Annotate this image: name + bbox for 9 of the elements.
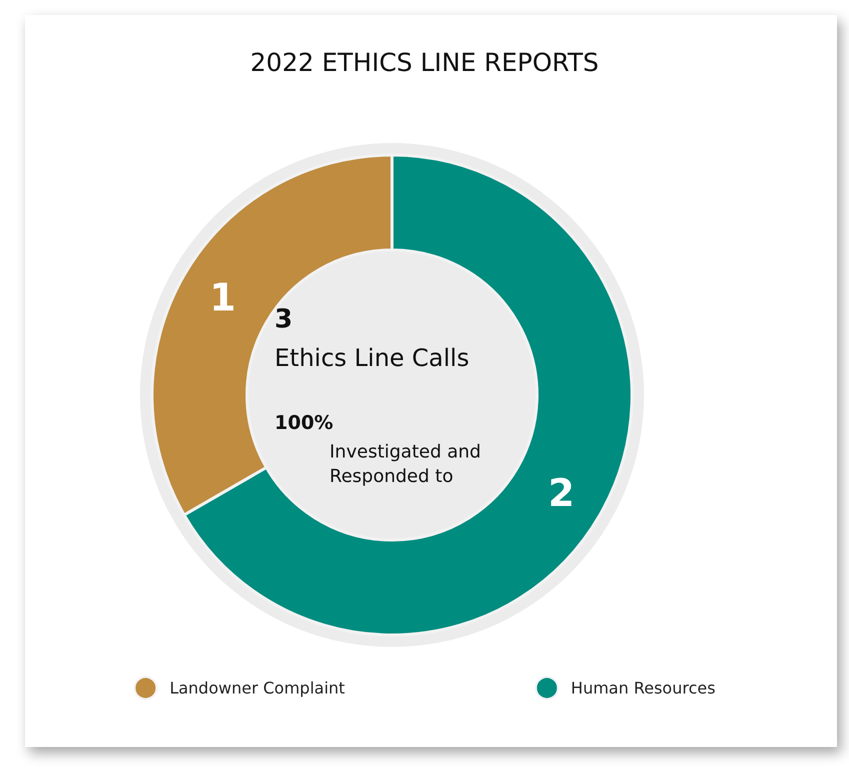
data-label: 2 — [548, 470, 575, 515]
text: Ethics Line Calls — [274, 344, 470, 372]
legend-label: Landowner Complaint — [170, 678, 345, 698]
legend-label: Human Resources — [570, 678, 716, 698]
data-label: 1 — [209, 275, 236, 320]
chart-title: 2022 ETHICS LINE REPORTS — [250, 48, 599, 77]
text: 3 — [274, 304, 293, 335]
text: Investigated and Responded to — [330, 442, 487, 487]
text: 100% — [274, 412, 334, 434]
